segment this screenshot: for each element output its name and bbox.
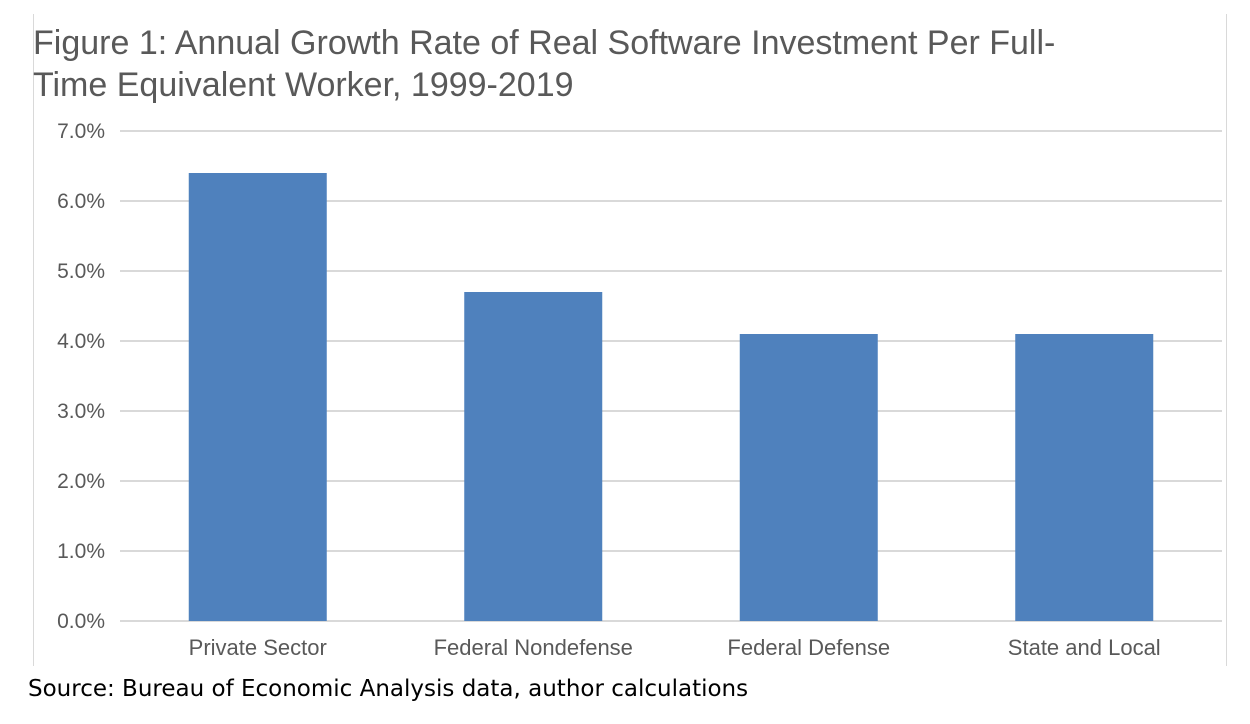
- y-tick-label: 4.0%: [57, 330, 105, 353]
- chart-title: Figure 1: Annual Growth Rate of Real Sof…: [33, 22, 1213, 106]
- x-category-label: Private Sector: [189, 635, 327, 660]
- y-tick-label: 0.0%: [57, 610, 105, 633]
- chart-frame: [33, 14, 1227, 666]
- chart-title-line-1: Figure 1: Annual Growth Rate of Real Sof…: [33, 24, 1056, 62]
- source-note: Source: Bureau of Economic Analysis data…: [28, 676, 749, 702]
- y-tick-label: 3.0%: [57, 400, 105, 423]
- y-tick-label: 7.0%: [57, 120, 105, 143]
- bar: [1015, 334, 1154, 621]
- x-category-label: Federal Defense: [727, 635, 890, 660]
- y-tick-label: 1.0%: [57, 540, 105, 563]
- y-tick-label: 6.0%: [57, 190, 105, 213]
- x-category-label: Federal Nondefense: [434, 635, 633, 660]
- y-tick-label: 2.0%: [57, 470, 105, 493]
- x-category-label: State and Local: [1008, 635, 1161, 660]
- bar: [464, 292, 603, 621]
- y-tick-label: 5.0%: [57, 260, 105, 283]
- bar: [739, 334, 878, 621]
- chart-title-line-2: Time Equivalent Worker, 1999-2019: [33, 66, 574, 104]
- bar: [188, 173, 327, 621]
